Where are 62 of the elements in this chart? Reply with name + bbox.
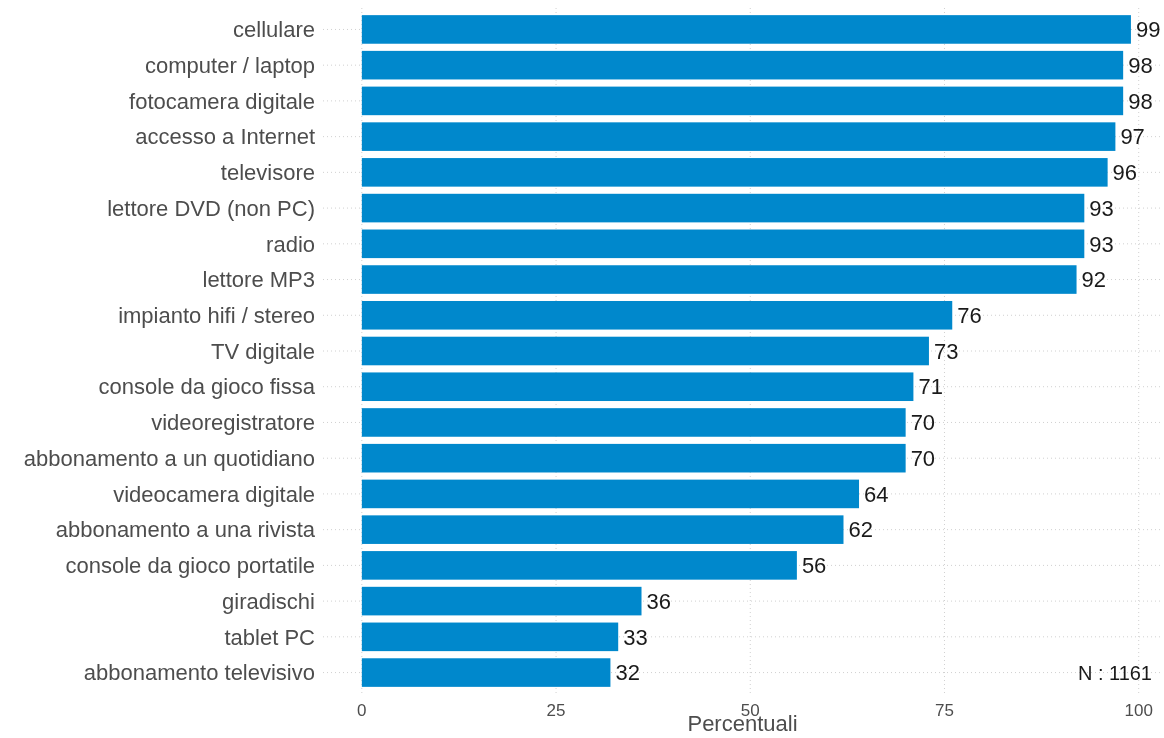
bar: [361, 551, 797, 580]
y-tick-label: videocamera digitale: [113, 481, 315, 507]
data-label: 98: [1128, 52, 1153, 78]
data-label: 93: [1089, 231, 1114, 257]
x-tick-label: 100: [1124, 700, 1153, 720]
y-tick-label: giradischi: [222, 588, 315, 614]
bar: [361, 658, 611, 687]
y-tick-label: televisore: [220, 160, 315, 186]
y-tick-label: console da gioco portatile: [65, 553, 315, 579]
bar: [361, 229, 1085, 259]
bar: [361, 15, 1131, 44]
bar: [361, 479, 860, 509]
bar: [361, 122, 1116, 151]
data-label: 62: [848, 517, 873, 543]
y-tick-label: impianto hifi / stereo: [118, 302, 315, 328]
y-tick-label: lettore MP3: [202, 267, 315, 293]
bar: [361, 586, 642, 616]
bar: [361, 193, 1085, 223]
data-label: 96: [1112, 160, 1138, 186]
data-label: 71: [918, 374, 943, 400]
bar: [361, 300, 953, 330]
y-tick-label: lettore DVD (non PC): [107, 195, 315, 221]
data-label: 99: [1135, 17, 1161, 43]
bar: [361, 336, 929, 366]
bar: [361, 50, 1124, 80]
bar: [361, 158, 1108, 187]
bar: [361, 372, 914, 402]
data-label: 32: [615, 660, 640, 686]
data-label: 92: [1081, 267, 1107, 293]
data-label: 73: [933, 338, 959, 364]
bar: [361, 408, 906, 437]
data-label: 64: [864, 481, 889, 507]
y-tick-label: cellulare: [233, 17, 315, 43]
data-label: 70: [910, 410, 936, 436]
data-label: 97: [1120, 124, 1145, 150]
data-label: 33: [623, 624, 648, 650]
data-label: 76: [957, 302, 982, 328]
y-tick-label: console da gioco fissa: [98, 374, 316, 400]
data-label: 93: [1089, 195, 1114, 221]
data-label: 70: [910, 445, 936, 471]
data-label: 56: [801, 553, 827, 579]
bar: [361, 86, 1124, 116]
bar: [361, 265, 1077, 294]
bar: [361, 515, 844, 544]
y-tick-label: abbonamento televisivo: [83, 660, 315, 686]
bar: [361, 622, 619, 652]
y-tick-label: fotocamera digitale: [129, 88, 315, 114]
y-tick-label: abbonamento a un quotidiano: [23, 445, 315, 471]
y-tick-label: videoregistratore: [151, 410, 315, 436]
annotation: N : 1161: [1077, 661, 1152, 684]
y-tick-label: abbonamento a una rivista: [55, 517, 316, 543]
y-tick-label: tablet PC: [224, 624, 316, 650]
x-tick-label: 0: [357, 700, 367, 720]
data-label: 98: [1128, 88, 1153, 114]
bar: [361, 443, 906, 473]
y-tick-label: radio: [266, 231, 315, 257]
x-tick-label: 75: [935, 700, 954, 720]
y-tick-label: TV digitale: [211, 338, 315, 364]
y-tick-label: computer / laptop: [145, 52, 315, 78]
x-tick-label: 25: [546, 700, 566, 720]
y-tick-label: accesso a Internet: [135, 124, 315, 150]
data-label: 36: [646, 588, 671, 614]
